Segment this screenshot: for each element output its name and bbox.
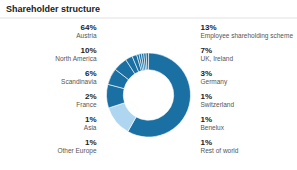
category-label: Germany [201,78,228,86]
wedge [146,53,148,70]
pct-label: 1% [201,115,213,124]
pct-label: 64% [80,23,96,32]
category-label: North America [55,55,97,62]
pct-label: 3% [201,69,213,78]
labels: 64%Austria 13%Employee shareholding schem… [55,23,293,155]
category-label: Scandinavia [61,78,97,85]
pct-label: 1% [85,115,97,124]
pct-label: 7% [201,46,213,55]
category-label: Rest of world [201,147,239,154]
category-label: UK, Ireland [201,55,234,62]
category-label: Other Europe [57,147,96,155]
category-label: Employee shareholding scheme [201,32,294,40]
donut [107,53,191,137]
title-rule [0,18,297,19]
category-label: Asia [84,124,97,131]
pct-label: 1% [201,92,213,101]
pct-label: 2% [85,92,97,101]
category-label: Austria [76,32,97,39]
title: Shareholder structure [6,4,100,14]
pct-label: 10% [80,46,96,55]
pct-label: 1% [85,138,97,147]
category-label: Benelux [201,124,225,131]
pct-label: 1% [201,138,213,147]
category-label: Switzerland [201,101,235,108]
chart: Shareholder structure 64%Austria 13%Employ… [0,0,297,170]
pct-label: 6% [85,69,97,78]
wedge [109,103,137,132]
pct-label: 13% [201,23,217,32]
wedge [128,53,191,137]
category-label: France [76,101,97,108]
